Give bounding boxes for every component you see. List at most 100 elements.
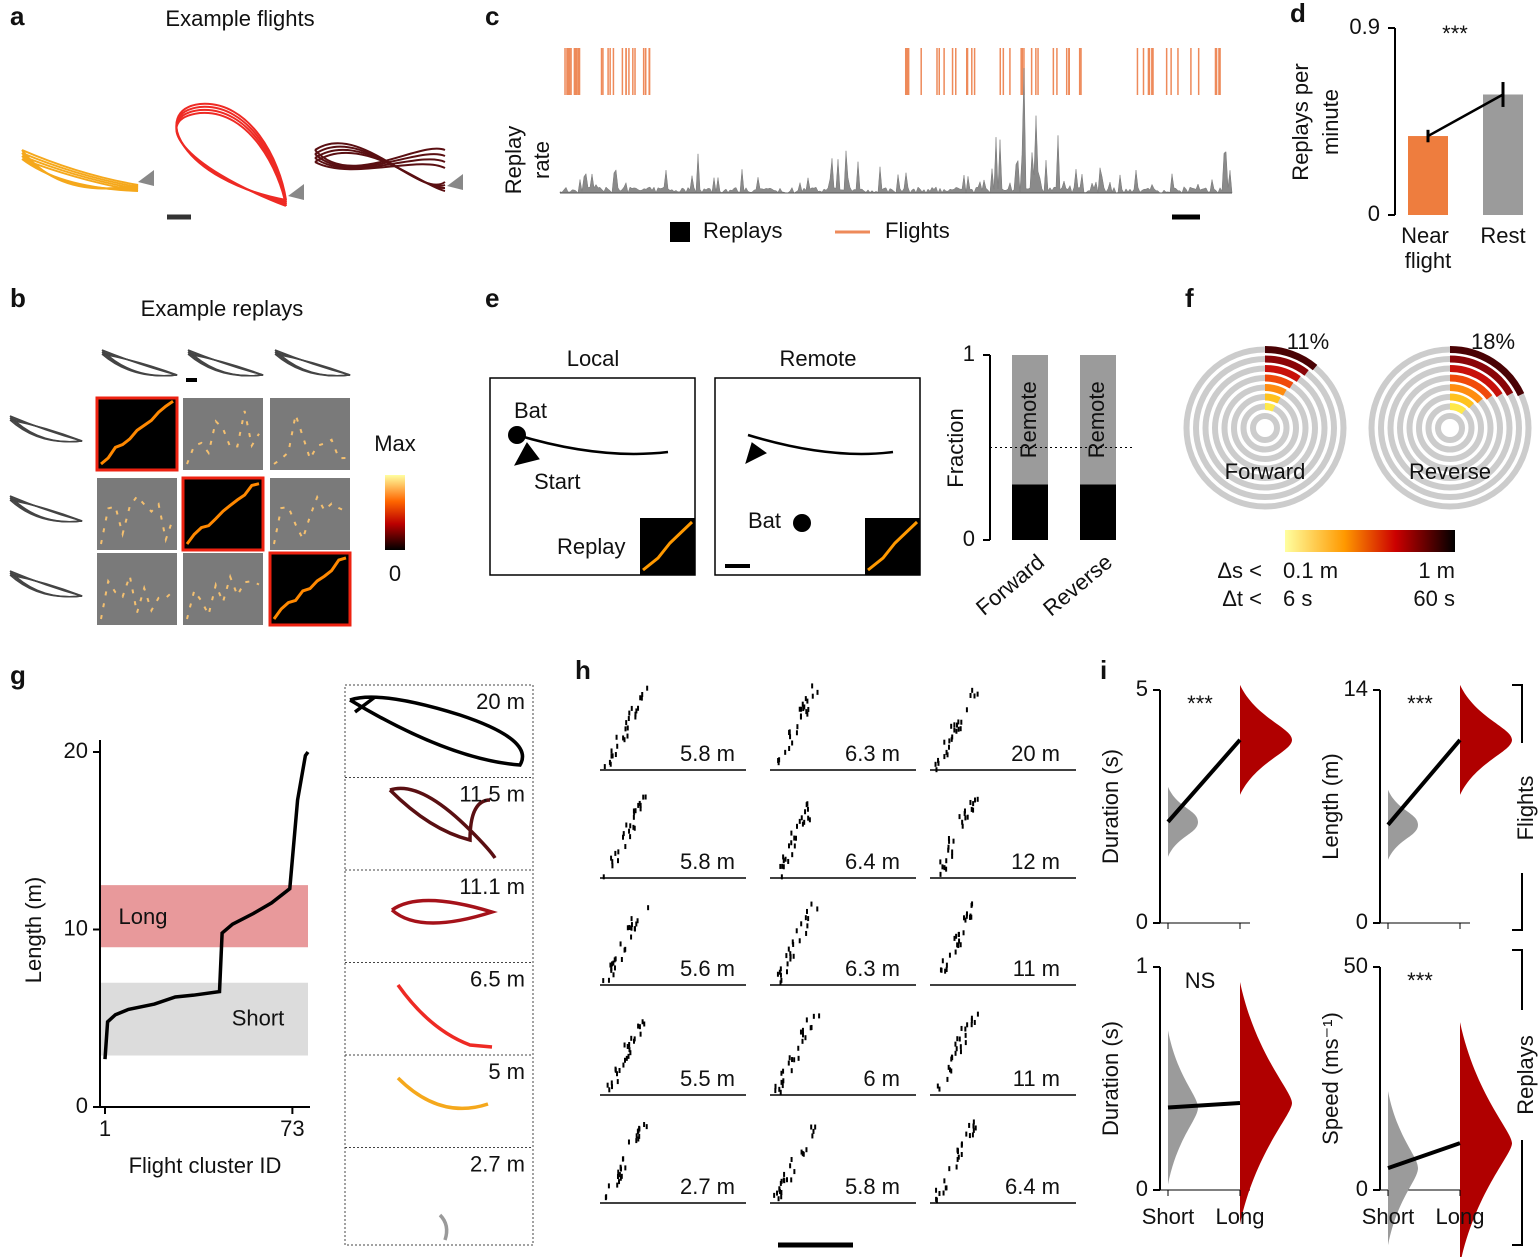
ring xyxy=(1435,413,1465,443)
bar xyxy=(1408,136,1448,215)
example-flight xyxy=(396,1076,489,1111)
segment-label: Remote xyxy=(1016,381,1041,458)
replay-trace xyxy=(185,482,260,545)
axis-label: Fraction xyxy=(943,408,968,487)
distance-label: 5.8 m xyxy=(680,741,735,766)
label: Replay xyxy=(557,534,625,559)
distance-label: 6.4 m xyxy=(1005,1174,1060,1199)
sector xyxy=(1264,365,1301,382)
y-tick-label: 0 xyxy=(1356,909,1368,934)
panel-label: d xyxy=(1290,0,1306,28)
flight-path xyxy=(314,151,446,192)
flight-icon xyxy=(9,499,83,523)
panel-label: h xyxy=(575,655,591,685)
distance-label: 5.5 m xyxy=(680,1066,735,1091)
y-tick-label: 50 xyxy=(1344,953,1368,978)
example-flight xyxy=(396,983,493,1049)
value-label: 18% xyxy=(1471,329,1515,354)
y-tick-label: 1 xyxy=(963,341,975,366)
band xyxy=(100,885,308,948)
violin xyxy=(1460,1022,1512,1257)
example-frame xyxy=(344,684,534,1246)
distance-label: 5.8 m xyxy=(845,1174,900,1199)
bar-remote xyxy=(1080,355,1116,485)
sector xyxy=(1264,346,1318,371)
y-tick-label: 5 xyxy=(1136,676,1148,701)
stars: *** xyxy=(1187,691,1213,716)
panel-label: e xyxy=(485,283,499,313)
axis-label: Replays per xyxy=(1288,63,1313,180)
sector xyxy=(1264,355,1309,376)
example-label: 11.5 m xyxy=(459,781,525,806)
distance-label: 6 m xyxy=(863,1066,900,1091)
distance-label: 6.3 m xyxy=(845,741,900,766)
x-tick-label: Long xyxy=(1216,1204,1265,1229)
colorbar-label: 60 s xyxy=(1413,586,1455,611)
example-label: 20 m xyxy=(476,689,525,714)
arena xyxy=(489,377,696,576)
flight-path xyxy=(175,108,287,205)
arrowhead xyxy=(447,174,463,190)
colorbar-label: Max xyxy=(374,431,416,456)
y-tick-label: 10 xyxy=(64,915,88,940)
stars: NS xyxy=(1185,968,1216,993)
flight-path xyxy=(516,433,669,456)
distance-label: 20 m xyxy=(1011,741,1060,766)
example-flight xyxy=(390,898,498,925)
y-tick-label: 20 xyxy=(64,738,88,763)
replay-rate xyxy=(559,68,1233,194)
bar-local xyxy=(1080,484,1116,540)
distance-label: 11 m xyxy=(1013,956,1060,981)
bar-local xyxy=(1012,484,1048,540)
panel-label: f xyxy=(1185,283,1194,313)
y-tick-label: 0.9 xyxy=(1349,14,1380,39)
violin xyxy=(1168,786,1198,857)
axis-label: rate xyxy=(529,141,554,179)
label: Forward xyxy=(1225,459,1306,484)
sector xyxy=(1264,403,1276,412)
label: Start xyxy=(534,469,580,494)
x-tick-label: Short xyxy=(1142,1204,1195,1229)
panel-label: c xyxy=(485,1,499,31)
x-tick-label: 73 xyxy=(280,1116,304,1141)
flight-path xyxy=(175,111,287,207)
replay-trace xyxy=(867,520,919,572)
y-tick-label: 0 xyxy=(1136,1176,1148,1201)
x-tick-label: Near flight xyxy=(1401,223,1455,273)
colorbar-label: Δs < xyxy=(1217,558,1262,583)
connector xyxy=(1427,93,1504,138)
legend-label: Replays xyxy=(703,218,782,243)
band-label: Long xyxy=(119,904,168,929)
stars: *** xyxy=(1442,21,1468,46)
panel-title: Local xyxy=(567,346,620,371)
y-tick-label: 0 xyxy=(963,526,975,551)
violin xyxy=(1240,684,1292,795)
flight-icon xyxy=(187,353,264,377)
distance-label: 2.7 m xyxy=(680,1174,735,1199)
colorbar-label: 0 xyxy=(389,561,401,586)
colorbar-label: 0.1 m xyxy=(1283,558,1338,583)
bracket xyxy=(1512,684,1523,931)
axis-label: Speed (ms⁻¹) xyxy=(1318,1012,1343,1145)
x-tick-label: Reverse xyxy=(1038,549,1117,621)
flight-icon xyxy=(9,574,83,598)
legend-swatch xyxy=(670,222,690,242)
heatmap xyxy=(183,553,263,625)
arena xyxy=(714,377,921,576)
stars: *** xyxy=(1407,968,1433,993)
replay-trace xyxy=(273,410,347,465)
segment-label: Remote xyxy=(1084,381,1109,458)
example-label: 6.5 m xyxy=(470,966,525,991)
sector xyxy=(1449,393,1474,409)
legend-label: Flights xyxy=(885,218,950,243)
distance-label: 6.3 m xyxy=(845,956,900,981)
heatmap xyxy=(95,396,179,472)
flight-icon xyxy=(9,419,83,443)
bar xyxy=(1483,94,1523,215)
center xyxy=(1445,423,1455,433)
replay-trace xyxy=(642,520,694,572)
heatmap xyxy=(97,478,177,550)
violin xyxy=(1460,684,1512,795)
